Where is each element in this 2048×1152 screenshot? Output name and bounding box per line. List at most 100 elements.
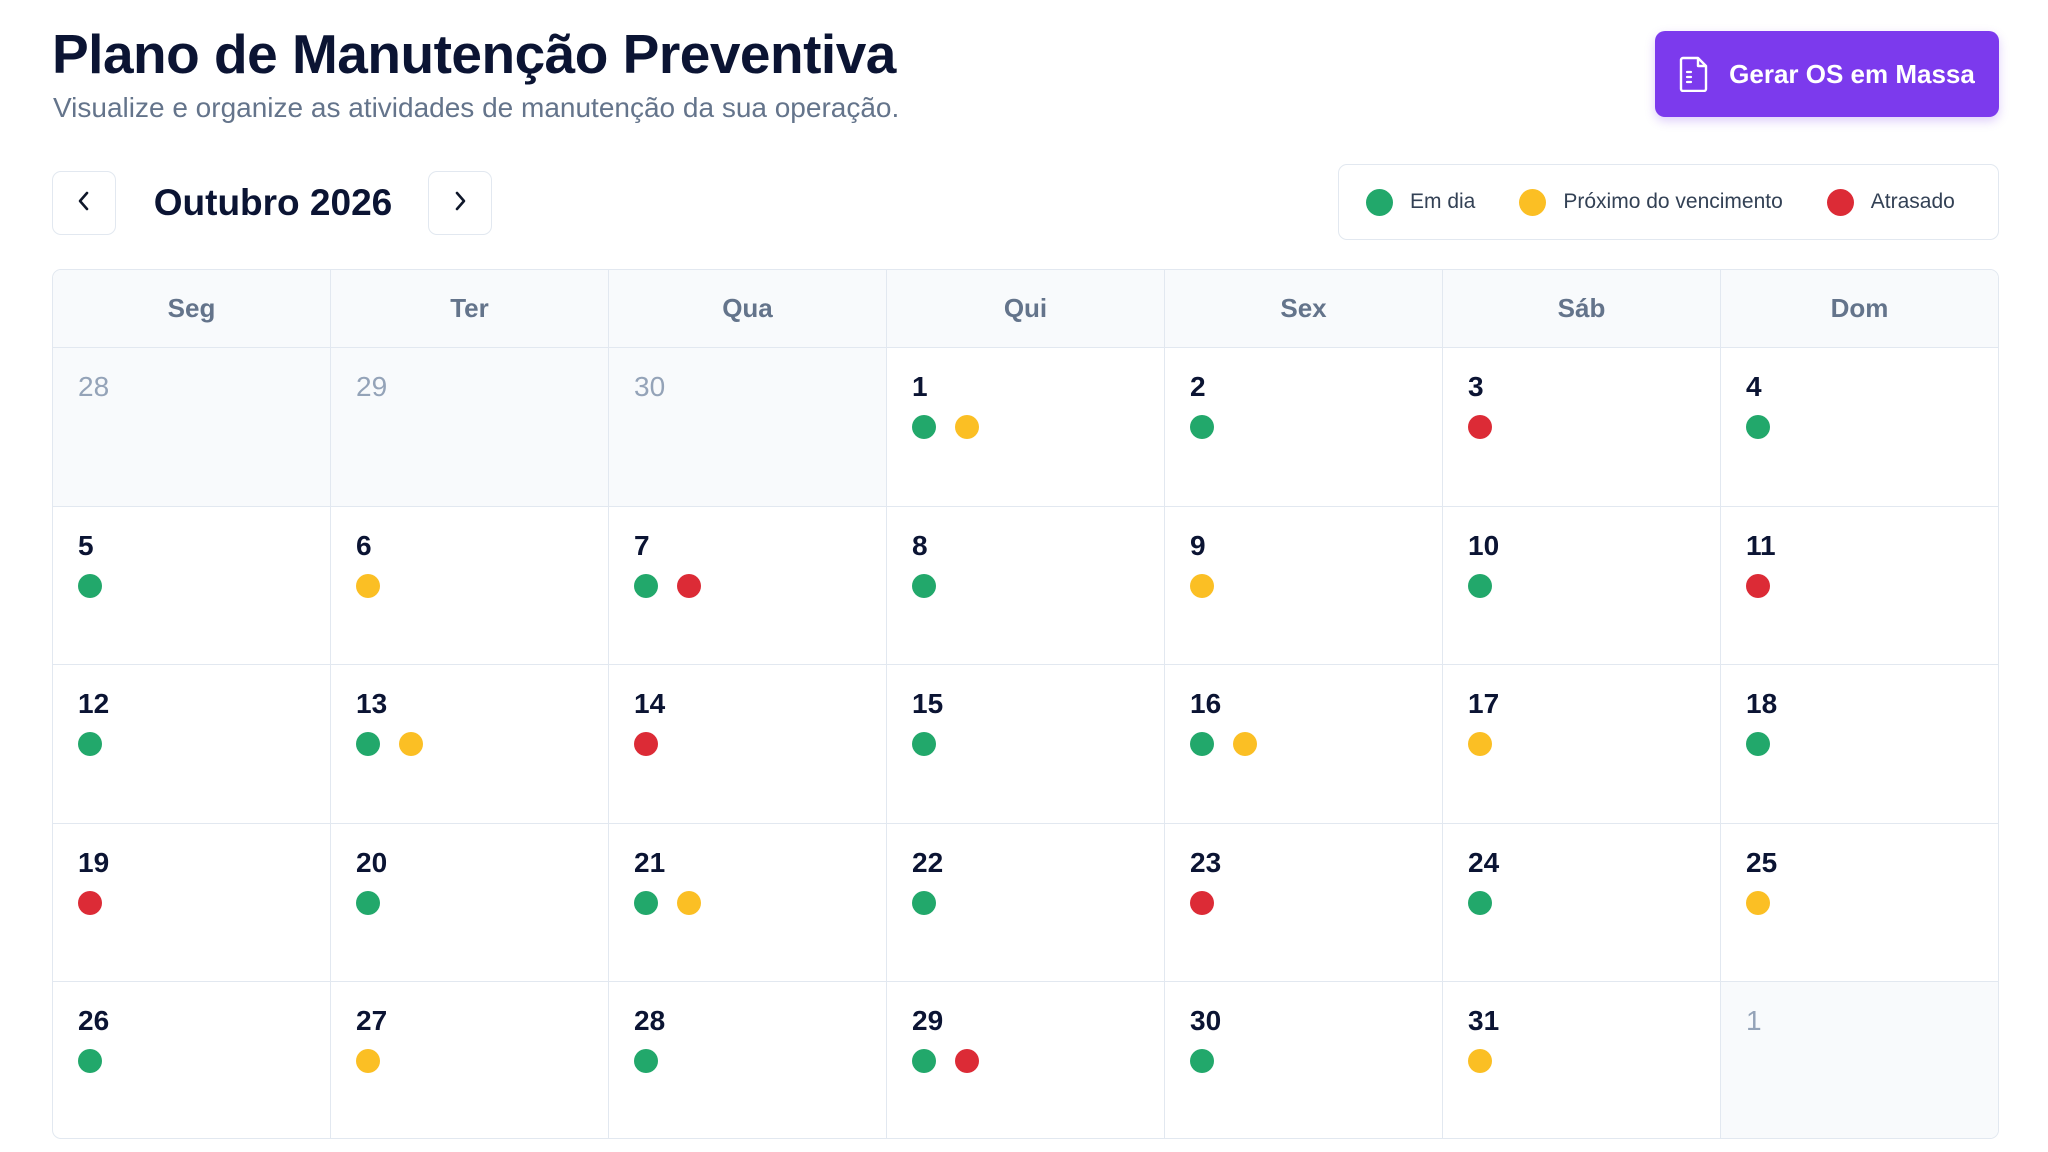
status-dot-em-dia[interactable] bbox=[78, 732, 102, 756]
calendar-day-cell[interactable]: 2 bbox=[1165, 348, 1443, 506]
status-indicators bbox=[78, 574, 330, 598]
status-indicators bbox=[1190, 415, 1442, 439]
calendar-day-cell[interactable]: 26 bbox=[53, 982, 331, 1139]
status-dot-proximo[interactable] bbox=[356, 1049, 380, 1073]
status-indicators bbox=[912, 1049, 1164, 1073]
calendar-day-cell[interactable]: 17 bbox=[1443, 665, 1721, 823]
status-indicators bbox=[634, 1049, 886, 1073]
status-indicators bbox=[634, 574, 886, 598]
weekday-header: Sáb bbox=[1443, 270, 1721, 347]
calendar-week-row: 19 20 21 22 23 24 25 bbox=[53, 824, 1998, 983]
status-dot-proximo[interactable] bbox=[1468, 1049, 1492, 1073]
document-icon bbox=[1679, 56, 1709, 92]
status-dot-em-dia[interactable] bbox=[78, 1049, 102, 1073]
status-dot-atrasado[interactable] bbox=[955, 1049, 979, 1073]
status-dot-atrasado[interactable] bbox=[1746, 574, 1770, 598]
status-dot-em-dia[interactable] bbox=[1468, 574, 1492, 598]
calendar-day-cell[interactable]: 16 bbox=[1165, 665, 1443, 823]
calendar-day-cell[interactable]: 11 bbox=[1721, 507, 1998, 665]
calendar-day-cell[interactable]: 28 bbox=[609, 982, 887, 1139]
status-dot-em-dia[interactable] bbox=[912, 732, 936, 756]
status-dot-em-dia[interactable] bbox=[1190, 1049, 1214, 1073]
status-dot-atrasado[interactable] bbox=[1190, 891, 1214, 915]
status-dot-proximo[interactable] bbox=[1468, 732, 1492, 756]
calendar-day-cell[interactable]: 1 bbox=[887, 348, 1165, 506]
status-dot-em-dia[interactable] bbox=[1746, 732, 1770, 756]
calendar-day-cell[interactable]: 27 bbox=[331, 982, 609, 1139]
status-dot-em-dia[interactable] bbox=[1746, 415, 1770, 439]
calendar-day-cell[interactable]: 18 bbox=[1721, 665, 1998, 823]
status-dot-em-dia[interactable] bbox=[634, 891, 658, 915]
day-number: 29 bbox=[356, 369, 608, 405]
day-number: 21 bbox=[634, 845, 886, 881]
calendar-day-cell[interactable]: 19 bbox=[53, 824, 331, 982]
status-dot-em-dia[interactable] bbox=[356, 891, 380, 915]
status-indicators bbox=[1746, 415, 1998, 439]
calendar-day-cell-outside-month[interactable]: 1 bbox=[1721, 982, 1998, 1139]
generate-bulk-work-orders-button[interactable]: Gerar OS em Massa bbox=[1655, 31, 1999, 117]
status-dot-proximo[interactable] bbox=[677, 891, 701, 915]
calendar-day-cell[interactable]: 24 bbox=[1443, 824, 1721, 982]
calendar-day-cell[interactable]: 9 bbox=[1165, 507, 1443, 665]
status-dot-em-dia[interactable] bbox=[356, 732, 380, 756]
calendar-day-cell[interactable]: 6 bbox=[331, 507, 609, 665]
calendar-day-cell[interactable]: 29 bbox=[887, 982, 1165, 1139]
previous-month-button[interactable] bbox=[52, 171, 116, 235]
calendar-day-cell[interactable]: 12 bbox=[53, 665, 331, 823]
calendar-day-cell-outside-month[interactable]: 28 bbox=[53, 348, 331, 506]
status-dot-em-dia[interactable] bbox=[912, 1049, 936, 1073]
status-dot-proximo[interactable] bbox=[1233, 732, 1257, 756]
status-dot-em-dia[interactable] bbox=[1190, 732, 1214, 756]
status-dot-em-dia[interactable] bbox=[912, 415, 936, 439]
calendar-day-cell[interactable]: 22 bbox=[887, 824, 1165, 982]
status-dot-atrasado[interactable] bbox=[634, 732, 658, 756]
status-indicators bbox=[634, 891, 886, 915]
calendar-day-cell[interactable]: 8 bbox=[887, 507, 1165, 665]
day-number: 28 bbox=[78, 369, 330, 405]
next-month-button[interactable] bbox=[428, 171, 492, 235]
calendar-day-cell[interactable]: 4 bbox=[1721, 348, 1998, 506]
calendar-day-cell[interactable]: 15 bbox=[887, 665, 1165, 823]
status-dot-atrasado[interactable] bbox=[1468, 415, 1492, 439]
calendar-day-cell[interactable]: 14 bbox=[609, 665, 887, 823]
calendar-day-cell[interactable]: 31 bbox=[1443, 982, 1721, 1139]
calendar-day-cell[interactable]: 10 bbox=[1443, 507, 1721, 665]
calendar-day-cell[interactable]: 23 bbox=[1165, 824, 1443, 982]
status-dot-atrasado[interactable] bbox=[78, 891, 102, 915]
calendar-day-cell[interactable]: 25 bbox=[1721, 824, 1998, 982]
calendar-day-cell[interactable]: 5 bbox=[53, 507, 331, 665]
status-dot-em-dia[interactable] bbox=[634, 1049, 658, 1073]
calendar-day-cell-outside-month[interactable]: 30 bbox=[609, 348, 887, 506]
status-dot-em-dia[interactable] bbox=[1190, 415, 1214, 439]
status-dot-em-dia[interactable] bbox=[634, 574, 658, 598]
calendar-day-cell[interactable]: 21 bbox=[609, 824, 887, 982]
legend-item-proximo: Próximo do vencimento bbox=[1519, 189, 1782, 216]
legend-label: Em dia bbox=[1410, 190, 1475, 214]
status-dot-em-dia[interactable] bbox=[912, 574, 936, 598]
status-dot-proximo[interactable] bbox=[399, 732, 423, 756]
month-calendar: Seg Ter Qua Qui Sex Sáb Dom 28 29 30 1 2 3 4 5 6 7 8 9 10 1… bbox=[52, 269, 1999, 1139]
status-dot-proximo[interactable] bbox=[1190, 574, 1214, 598]
status-dot-proximo[interactable] bbox=[1746, 891, 1770, 915]
calendar-day-cell[interactable]: 30 bbox=[1165, 982, 1443, 1139]
status-indicators bbox=[1468, 732, 1720, 756]
status-dot-proximo[interactable] bbox=[955, 415, 979, 439]
weekday-header: Qui bbox=[887, 270, 1165, 347]
status-indicators bbox=[356, 732, 608, 756]
status-dot-em-dia[interactable] bbox=[912, 891, 936, 915]
calendar-day-cell[interactable]: 3 bbox=[1443, 348, 1721, 506]
status-dot-em-dia[interactable] bbox=[78, 574, 102, 598]
day-number: 17 bbox=[1468, 686, 1720, 722]
status-dot-atrasado[interactable] bbox=[677, 574, 701, 598]
status-indicators bbox=[1746, 574, 1998, 598]
status-dot-proximo[interactable] bbox=[356, 574, 380, 598]
chevron-right-icon bbox=[452, 190, 468, 217]
calendar-day-cell-outside-month[interactable]: 29 bbox=[331, 348, 609, 506]
status-dot-em-dia[interactable] bbox=[1468, 891, 1492, 915]
calendar-day-cell[interactable]: 20 bbox=[331, 824, 609, 982]
day-number: 11 bbox=[1746, 528, 1998, 564]
calendar-day-cell[interactable]: 7 bbox=[609, 507, 887, 665]
day-number: 19 bbox=[78, 845, 330, 881]
calendar-day-cell[interactable]: 13 bbox=[331, 665, 609, 823]
status-indicators bbox=[356, 891, 608, 915]
